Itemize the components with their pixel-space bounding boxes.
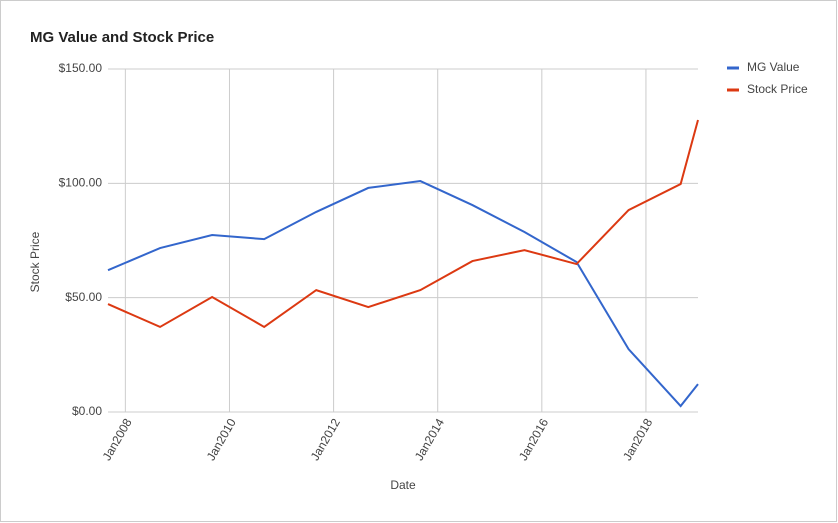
- legend-label: Stock Price: [747, 82, 808, 96]
- series-line: [107, 119, 699, 329]
- legend-label: MG Value: [747, 60, 800, 74]
- series-line: [107, 180, 699, 408]
- y-tick-label: $0.00: [72, 404, 102, 418]
- chart-title: MG Value and Stock Price: [30, 29, 214, 46]
- x-axis-label: Date: [390, 478, 416, 492]
- y-tick-label: $150.00: [59, 61, 103, 75]
- y-axis-label: Stock Price: [28, 231, 42, 292]
- y-tick-label: $100.00: [59, 176, 103, 190]
- y-tick-label: $50.00: [65, 290, 102, 304]
